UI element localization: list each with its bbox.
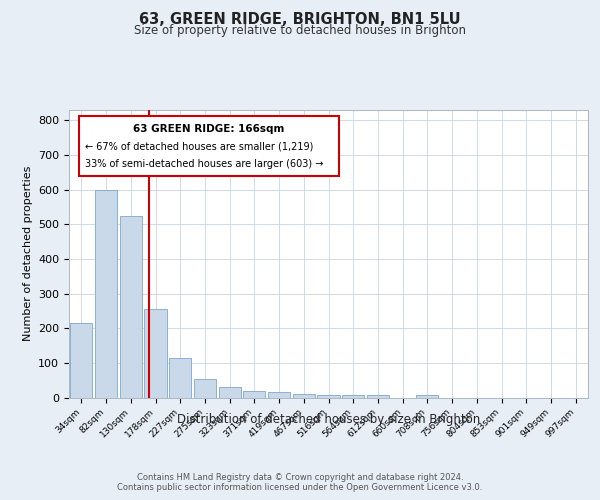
Bar (342, 394, 364, 398)
Y-axis label: Number of detached properties: Number of detached properties (23, 166, 32, 342)
Bar (367, 394, 389, 398)
Bar (145, 309, 167, 398)
Bar (416, 394, 439, 398)
Bar (169, 358, 191, 398)
Bar (268, 392, 290, 398)
Bar (95, 190, 117, 398)
Text: 33% of semi-detached houses are larger (603) →: 33% of semi-detached houses are larger (… (85, 159, 323, 169)
Text: 63 GREEN RIDGE: 166sqm: 63 GREEN RIDGE: 166sqm (133, 124, 285, 134)
FancyBboxPatch shape (79, 116, 339, 176)
Text: Size of property relative to detached houses in Brighton: Size of property relative to detached ho… (134, 24, 466, 37)
Text: Contains public sector information licensed under the Open Government Licence v3: Contains public sector information licen… (118, 484, 482, 492)
Text: 63, GREEN RIDGE, BRIGHTON, BN1 5LU: 63, GREEN RIDGE, BRIGHTON, BN1 5LU (139, 12, 461, 28)
Bar (317, 394, 340, 398)
Bar (218, 387, 241, 398)
Bar (70, 323, 92, 398)
Text: Contains HM Land Registry data © Crown copyright and database right 2024.: Contains HM Land Registry data © Crown c… (137, 472, 463, 482)
Text: Distribution of detached houses by size in Brighton: Distribution of detached houses by size … (177, 412, 481, 426)
Text: ← 67% of detached houses are smaller (1,219): ← 67% of detached houses are smaller (1,… (85, 142, 313, 152)
Bar (293, 394, 315, 398)
Bar (243, 392, 265, 398)
Bar (194, 380, 216, 398)
Bar (119, 216, 142, 398)
